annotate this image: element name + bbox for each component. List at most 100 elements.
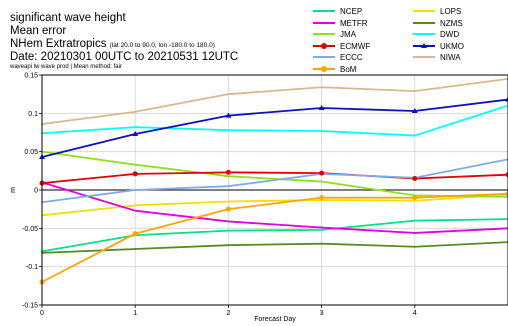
data-point xyxy=(134,110,137,113)
data-marker xyxy=(412,195,418,201)
circle-marker-icon xyxy=(321,65,327,72)
circle-marker-icon xyxy=(321,42,327,49)
legend-label: BoM xyxy=(340,64,357,74)
date-range: Date: 20210301 00UTC to 20210531 12UTC xyxy=(10,51,239,63)
series-jma xyxy=(41,150,508,198)
series-bom xyxy=(41,192,508,283)
series-line xyxy=(41,181,508,234)
triangle-marker-icon xyxy=(421,42,427,48)
y-tick-label: 0.15 xyxy=(24,73,38,80)
legend-swatch xyxy=(313,33,335,35)
legend-label: LOPS xyxy=(440,7,462,16)
data-point xyxy=(134,163,137,166)
x-tick-label: 4 xyxy=(413,310,417,317)
y-tick-label: 0.1 xyxy=(28,111,38,118)
data-point xyxy=(413,232,416,234)
data-point xyxy=(320,242,323,245)
legend-swatch xyxy=(413,33,435,35)
series-line xyxy=(41,192,508,283)
legend-label: METFR xyxy=(340,18,368,28)
data-marker xyxy=(505,191,508,197)
data-point xyxy=(320,228,323,231)
y-tick-label: -0.05 xyxy=(22,226,38,233)
legend-label: ECCC xyxy=(340,53,363,62)
series-line xyxy=(41,77,508,125)
data-point xyxy=(320,130,323,132)
legend-swatch xyxy=(413,10,435,12)
data-marker xyxy=(319,195,325,201)
chart-title: significant wave height xyxy=(10,12,126,24)
legend-label: NIWA xyxy=(440,53,461,62)
legend-label: UKMO xyxy=(440,41,464,51)
data-point xyxy=(413,134,416,137)
region-name: NHem Extratropics xyxy=(10,38,107,50)
series-line xyxy=(41,104,508,137)
x-tick-label: 0 xyxy=(40,310,44,317)
data-point xyxy=(320,86,323,89)
data-point xyxy=(227,175,230,178)
legend-label: NCEP xyxy=(340,7,363,16)
data-marker xyxy=(225,206,231,212)
y-tick-label: -0.15 xyxy=(22,303,38,310)
data-point xyxy=(134,189,137,191)
x-tick-label: 3 xyxy=(320,310,324,317)
legend-swatch xyxy=(413,21,435,24)
y-tick-label: 0 xyxy=(34,188,38,195)
data-point xyxy=(413,90,416,92)
region-label: NHem Extratropics (lat 20.0 to 90.0, lon… xyxy=(10,38,215,52)
region-detail: (lat 20.0 to 90.0, lon -180.0 to 180.0) xyxy=(109,42,215,49)
data-point xyxy=(227,244,230,247)
x-tick-label: 2 xyxy=(226,310,230,317)
series-line xyxy=(41,241,508,254)
x-axis-label: Forecast Day xyxy=(254,316,296,323)
data-point xyxy=(227,220,230,223)
data-marker xyxy=(505,96,508,102)
legend-swatch xyxy=(313,10,335,12)
data-marker xyxy=(319,170,325,176)
data-point xyxy=(227,200,230,203)
legend-label: NZMS xyxy=(440,18,463,28)
series-line xyxy=(41,218,508,253)
y-tick-label: -0.1 xyxy=(26,264,38,271)
data-marker xyxy=(412,176,418,181)
legend-swatch xyxy=(313,21,335,24)
data-point xyxy=(134,126,137,129)
series-niwa xyxy=(41,77,508,125)
chart-header: significant wave height Mean error NHem … xyxy=(0,0,508,80)
data-marker xyxy=(132,231,138,237)
y-tick-label: 0.05 xyxy=(24,149,38,156)
data-marker xyxy=(132,131,139,137)
data-marker xyxy=(132,171,138,177)
series-line xyxy=(41,193,508,217)
data-point xyxy=(134,248,137,250)
data-point xyxy=(413,199,416,202)
data-marker xyxy=(225,169,231,175)
data-point xyxy=(227,185,230,188)
data-point xyxy=(227,129,230,132)
data-marker xyxy=(505,172,508,178)
data-point xyxy=(320,180,323,183)
series-line xyxy=(41,98,508,158)
data-marker xyxy=(318,104,325,110)
metric-label: Mean error xyxy=(10,25,67,37)
series-line xyxy=(41,158,508,204)
data-marker xyxy=(411,108,418,114)
legend-swatch xyxy=(413,56,435,58)
legend-swatch xyxy=(313,56,335,58)
legend-label: ECMWF xyxy=(340,41,371,51)
data-point xyxy=(413,219,416,222)
data-point xyxy=(320,226,323,229)
data-point xyxy=(227,229,230,232)
series-dwd xyxy=(41,104,508,137)
legend-label: JMA xyxy=(340,30,356,39)
y-axis-label: m xyxy=(10,187,17,193)
legend-label: DWD xyxy=(440,30,460,39)
data-point xyxy=(227,93,230,96)
data-point xyxy=(413,245,416,248)
series-line xyxy=(41,150,508,198)
data-point xyxy=(134,204,137,207)
data-point xyxy=(134,209,137,212)
series-nzms xyxy=(41,241,508,254)
series-line xyxy=(41,171,508,184)
x-tick-label: 1 xyxy=(133,310,137,317)
